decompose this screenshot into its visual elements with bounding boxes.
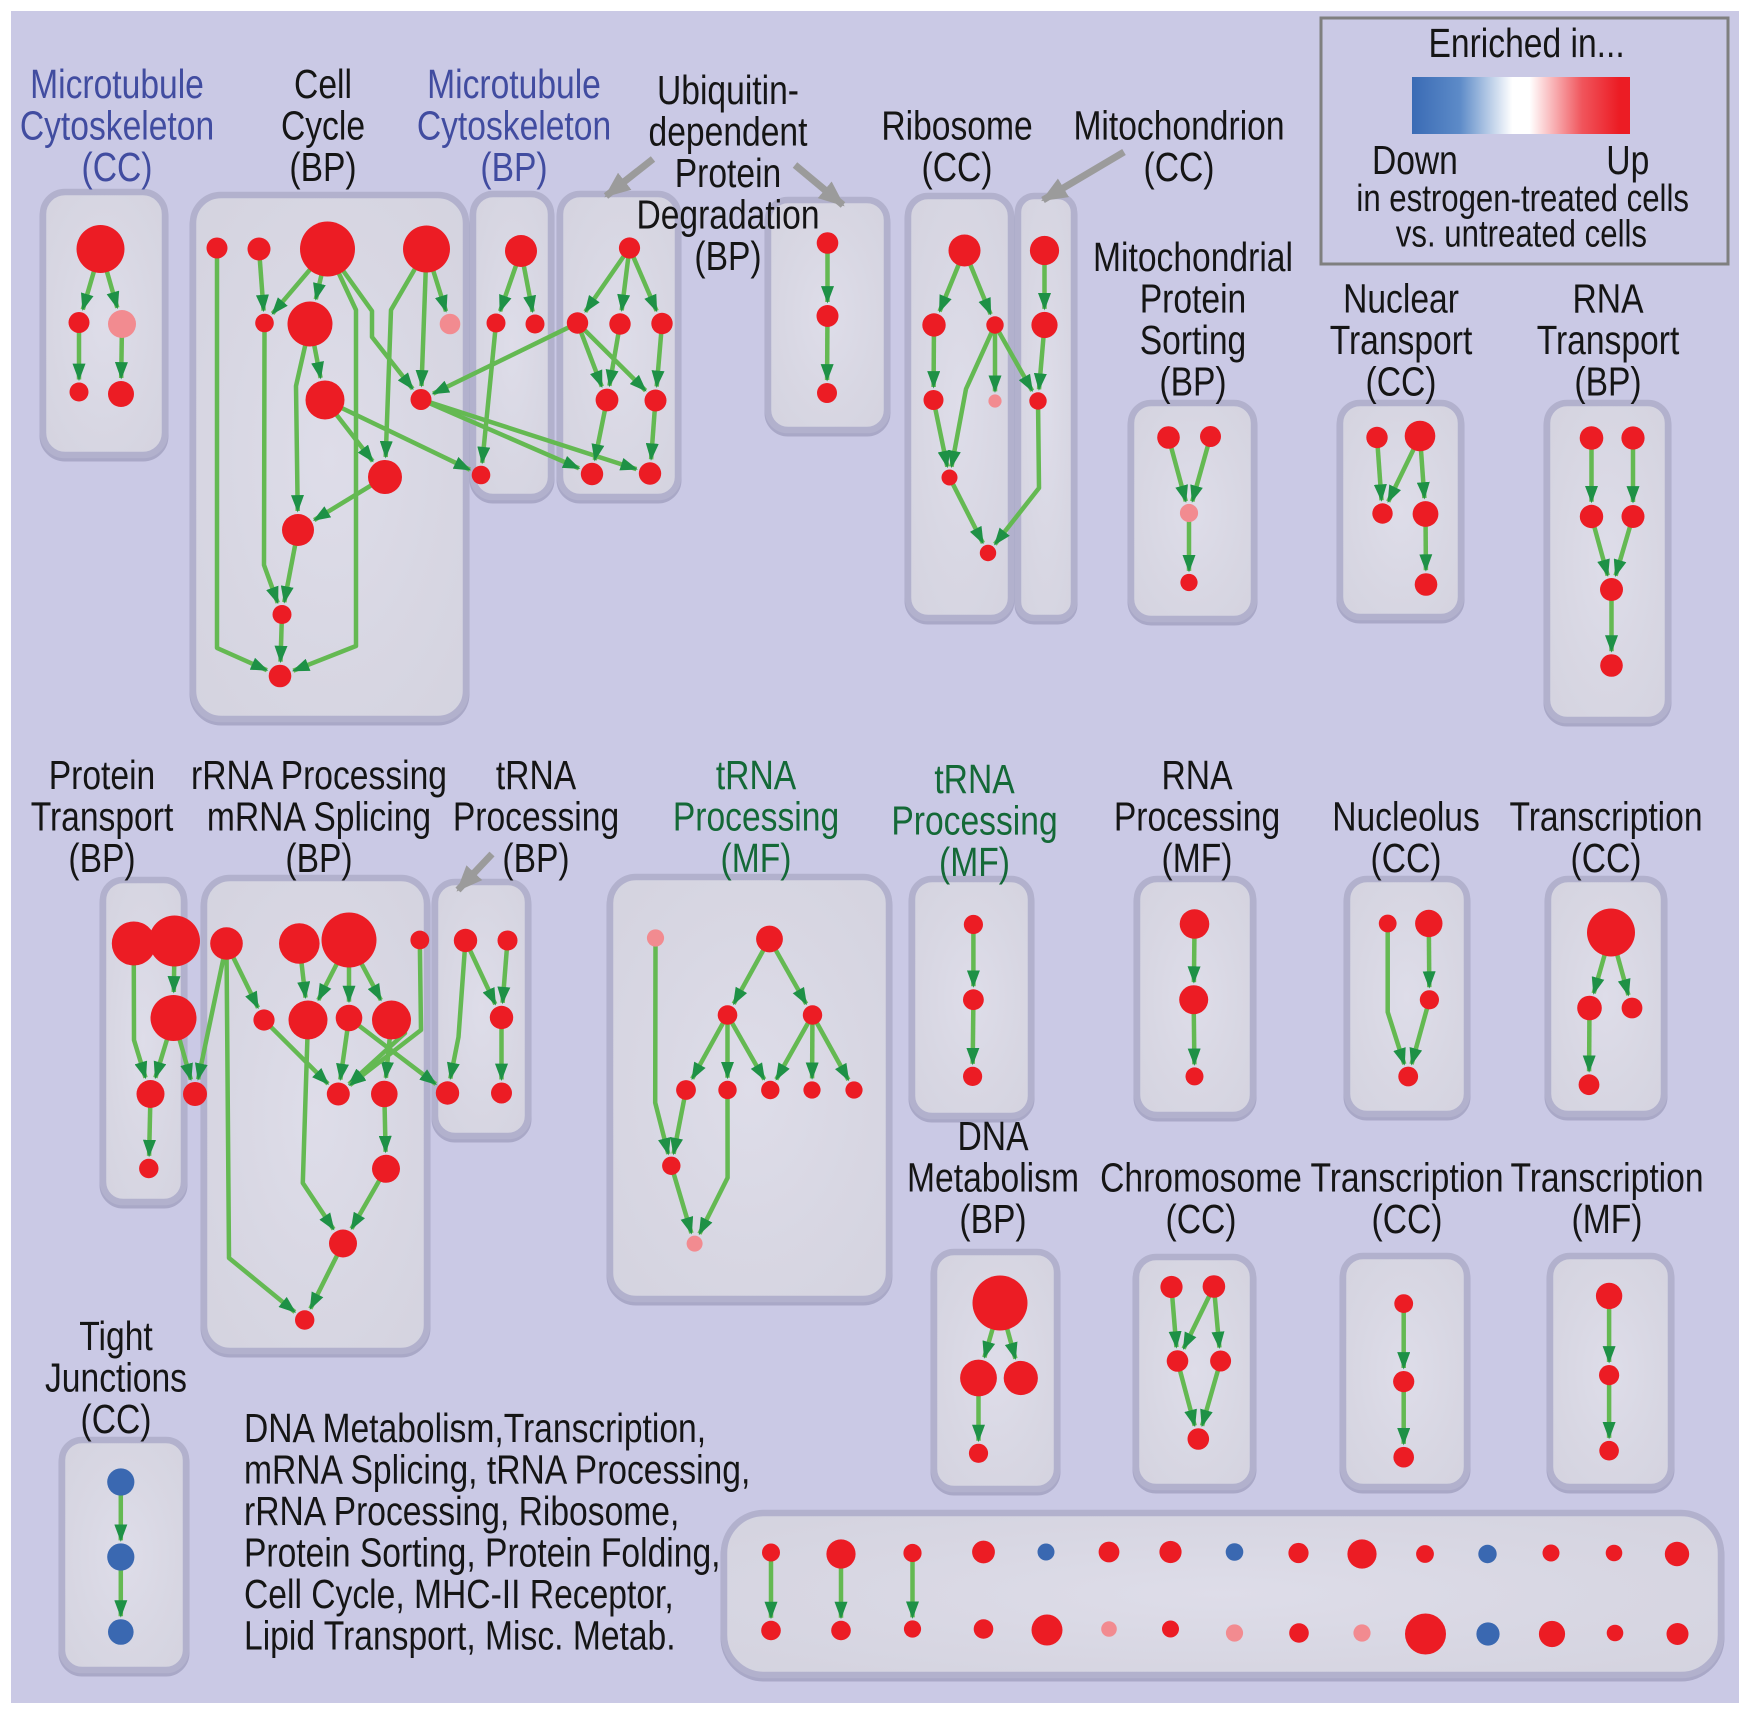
- svg-text:Mitochondrial: Mitochondrial: [1093, 234, 1293, 280]
- svg-text:Mitochondrion: Mitochondrion: [1073, 103, 1284, 149]
- svg-text:Degradation: Degradation: [636, 192, 819, 238]
- svg-text:(CC): (CC): [1571, 835, 1642, 881]
- svg-text:Up: Up: [1606, 137, 1649, 183]
- svg-text:Lipid Transport, Misc. Metab.: Lipid Transport, Misc. Metab.: [244, 1613, 676, 1659]
- svg-text:mRNA Splicing, tRNA Processing: mRNA Splicing, tRNA Processing,: [244, 1447, 750, 1493]
- svg-text:Cell Cycle, MHC-II Receptor,: Cell Cycle, MHC-II Receptor,: [244, 1571, 674, 1617]
- svg-text:Enriched in...: Enriched in...: [1429, 20, 1625, 66]
- svg-text:(CC): (CC): [1366, 359, 1437, 405]
- svg-text:Processing: Processing: [673, 794, 839, 840]
- svg-text:(BP): (BP): [1159, 359, 1226, 405]
- svg-text:(CC): (CC): [1166, 1196, 1237, 1242]
- svg-text:(MF): (MF): [939, 839, 1010, 885]
- svg-text:in estrogen-treated cells: in estrogen-treated cells: [1356, 178, 1689, 220]
- svg-text:Transcription: Transcription: [1310, 1155, 1503, 1201]
- svg-text:Tight: Tight: [79, 1313, 153, 1359]
- svg-text:(CC): (CC): [1144, 144, 1215, 190]
- svg-text:Transport: Transport: [1537, 317, 1680, 363]
- svg-text:Transcription: Transcription: [1510, 1155, 1703, 1201]
- svg-text:(BP): (BP): [1574, 359, 1641, 405]
- svg-text:(CC): (CC): [922, 144, 993, 190]
- svg-text:tRNA: tRNA: [496, 752, 577, 798]
- svg-text:Nuclear: Nuclear: [1343, 276, 1459, 322]
- svg-text:Transcription: Transcription: [1509, 794, 1702, 840]
- svg-text:tRNA: tRNA: [934, 756, 1015, 802]
- svg-text:(BP): (BP): [959, 1196, 1026, 1242]
- svg-text:(BP): (BP): [694, 233, 761, 279]
- svg-text:(MF): (MF): [721, 835, 792, 881]
- svg-text:Cytoskeleton: Cytoskeleton: [20, 103, 214, 149]
- svg-text:(CC): (CC): [1372, 1196, 1443, 1242]
- svg-text:Microtubule: Microtubule: [427, 61, 601, 107]
- svg-text:RNA: RNA: [1162, 752, 1234, 798]
- svg-text:Processing: Processing: [1114, 794, 1280, 840]
- svg-text:Protein: Protein: [1140, 276, 1247, 322]
- svg-text:(MF): (MF): [1162, 835, 1233, 881]
- svg-text:(CC): (CC): [82, 144, 153, 190]
- svg-text:mRNA Splicing: mRNA Splicing: [207, 794, 431, 840]
- svg-text:DNA Metabolism,Transcription,: DNA Metabolism,Transcription,: [244, 1405, 706, 1451]
- svg-text:Down: Down: [1372, 137, 1458, 183]
- svg-text:Microtubule: Microtubule: [30, 61, 204, 107]
- svg-text:(CC): (CC): [81, 1396, 152, 1442]
- svg-text:tRNA: tRNA: [716, 752, 797, 798]
- svg-text:RNA: RNA: [1573, 276, 1645, 322]
- svg-text:Ubiquitin-: Ubiquitin-: [657, 67, 799, 113]
- svg-text:dependent: dependent: [649, 109, 808, 155]
- svg-text:rRNA Processing: rRNA Processing: [191, 752, 447, 798]
- svg-text:Chromosome: Chromosome: [1100, 1155, 1302, 1201]
- svg-text:Cycle: Cycle: [281, 103, 365, 149]
- svg-text:Junctions: Junctions: [45, 1355, 187, 1401]
- svg-text:Ribosome: Ribosome: [881, 103, 1032, 149]
- svg-text:DNA: DNA: [958, 1113, 1030, 1159]
- svg-text:Protein: Protein: [49, 752, 156, 798]
- svg-text:Metabolism: Metabolism: [907, 1155, 1079, 1201]
- svg-text:vs. untreated cells: vs. untreated cells: [1396, 214, 1647, 256]
- svg-text:Transport: Transport: [1330, 317, 1473, 363]
- svg-text:Cytoskeleton: Cytoskeleton: [417, 103, 611, 149]
- svg-text:Cell: Cell: [294, 61, 352, 107]
- svg-text:(BP): (BP): [480, 144, 547, 190]
- svg-text:Processing: Processing: [453, 794, 619, 840]
- svg-text:(BP): (BP): [289, 144, 356, 190]
- svg-text:(BP): (BP): [68, 835, 135, 881]
- svg-text:(CC): (CC): [1371, 835, 1442, 881]
- svg-text:rRNA Processing, Ribosome,: rRNA Processing, Ribosome,: [244, 1488, 679, 1534]
- svg-text:Sorting: Sorting: [1140, 317, 1247, 363]
- svg-text:(BP): (BP): [502, 835, 569, 881]
- svg-text:Nucleolus: Nucleolus: [1332, 794, 1480, 840]
- svg-text:(MF): (MF): [1572, 1196, 1643, 1242]
- svg-text:(BP): (BP): [285, 835, 352, 881]
- svg-text:Protein: Protein: [675, 150, 782, 196]
- svg-text:Transport: Transport: [31, 794, 174, 840]
- svg-text:Processing: Processing: [891, 798, 1057, 844]
- svg-text:Protein Sorting, Protein Foldi: Protein Sorting, Protein Folding,: [244, 1530, 721, 1576]
